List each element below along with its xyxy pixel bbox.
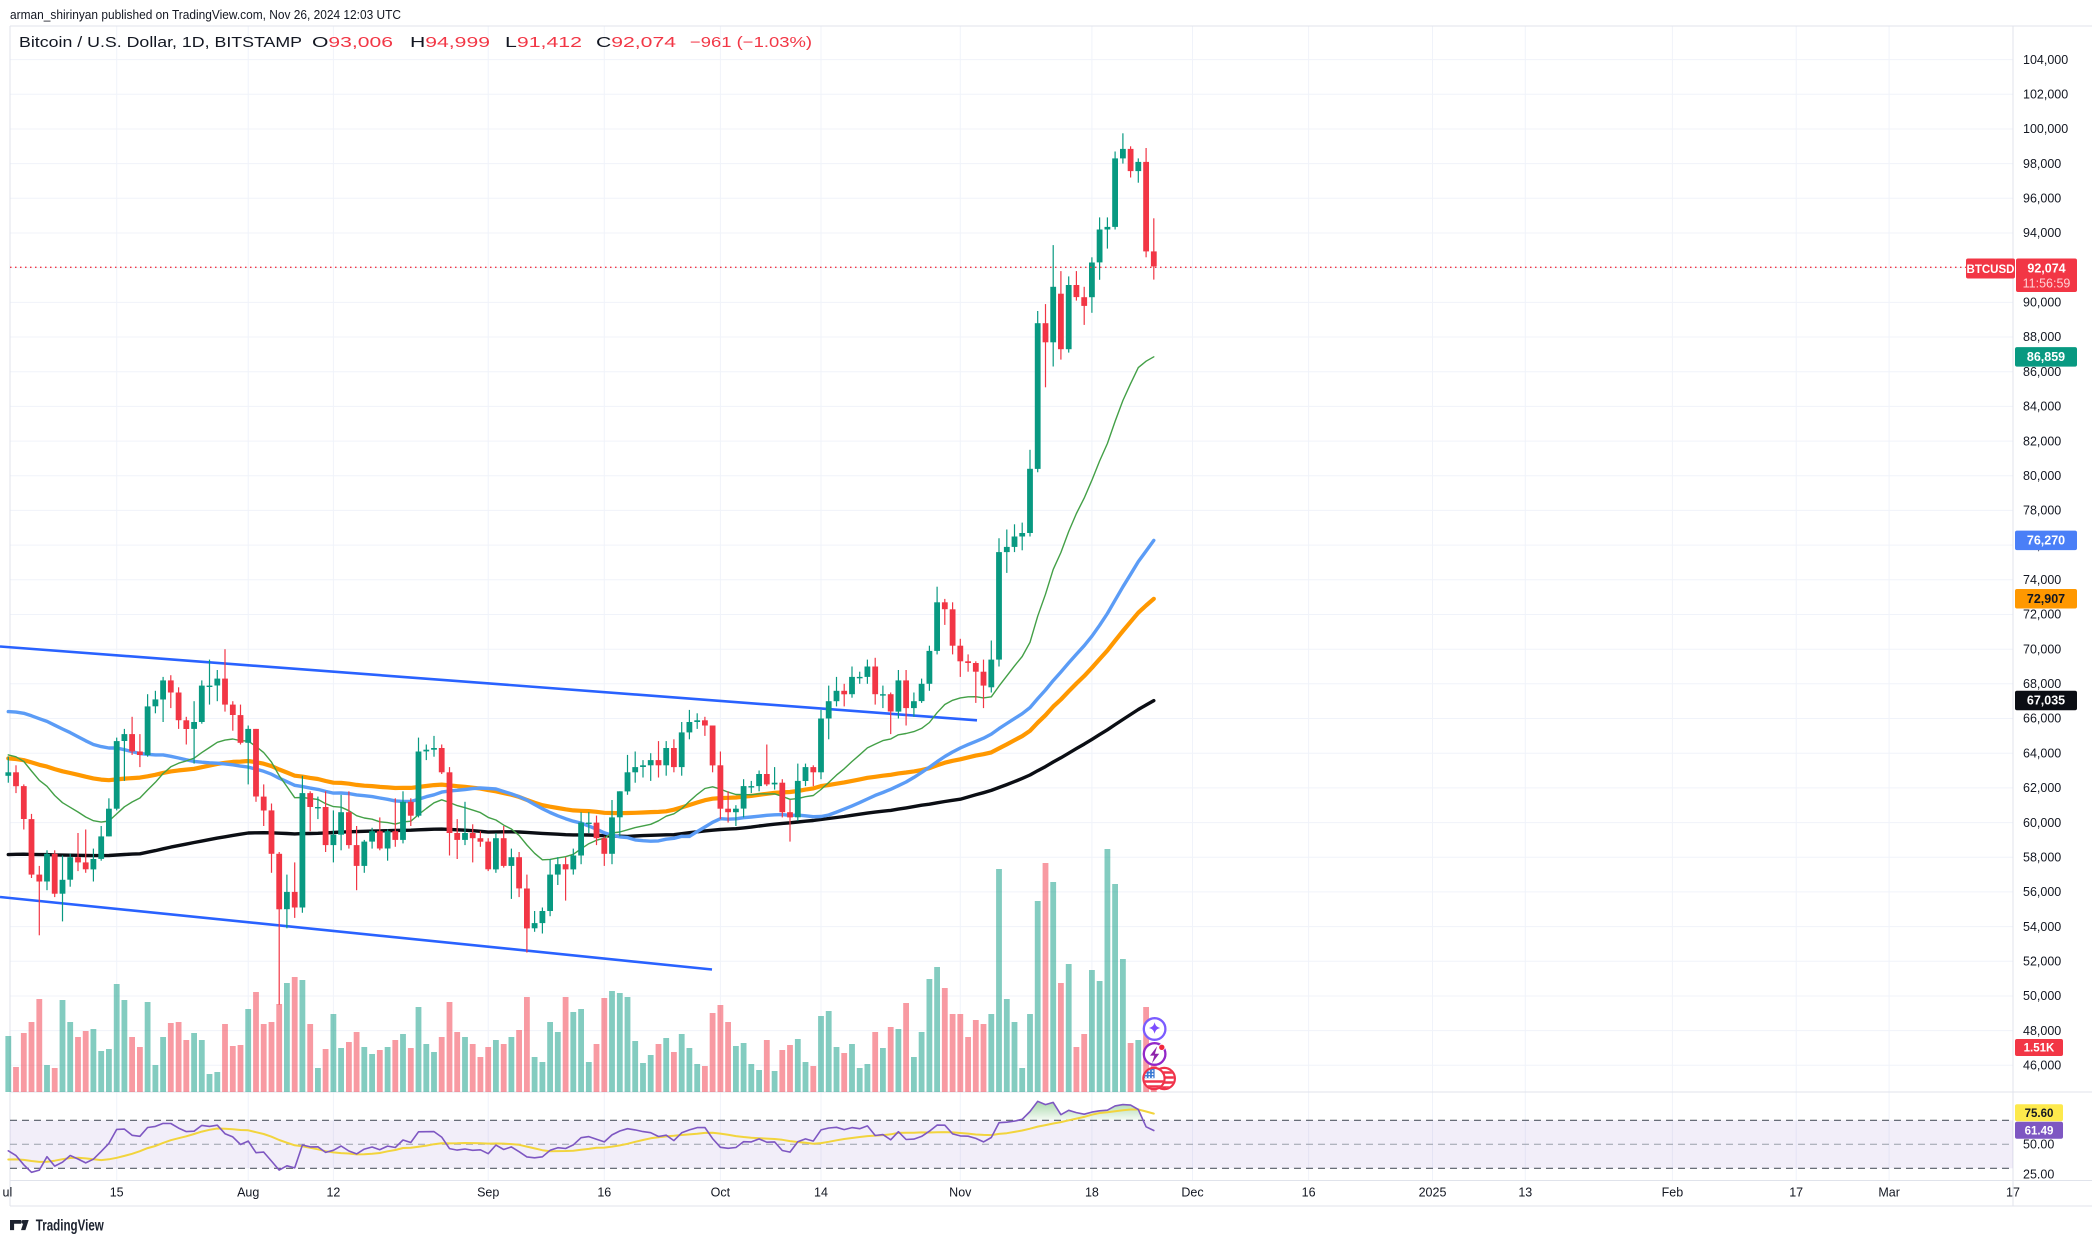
svg-text:100,000: 100,000 <box>2023 122 2068 136</box>
svg-text:2025: 2025 <box>1419 1186 1447 1200</box>
svg-text:1.51K: 1.51K <box>2024 1043 2055 1055</box>
svg-text:96,000: 96,000 <box>2023 192 2061 206</box>
svg-text:92,074: 92,074 <box>2027 262 2065 276</box>
svg-text:80,000: 80,000 <box>2023 469 2061 483</box>
svg-text:arman_shirinyan published on T: arman_shirinyan published on TradingView… <box>10 7 401 22</box>
svg-text:86,859: 86,859 <box>2027 350 2065 364</box>
svg-text:16: 16 <box>597 1186 611 1200</box>
svg-text:50,000: 50,000 <box>2023 989 2061 1003</box>
svg-text:88,000: 88,000 <box>2023 330 2061 344</box>
svg-text:Sep: Sep <box>477 1186 499 1200</box>
svg-text:17: 17 <box>2006 1186 2020 1200</box>
svg-text:Bitcoin / U.S. Dollar, 1D, BIT: Bitcoin / U.S. Dollar, 1D, BITSTAMP <box>19 35 302 51</box>
svg-text:TradingView: TradingView <box>36 1217 105 1234</box>
svg-text:14: 14 <box>814 1186 828 1200</box>
svg-text:L91,412: L 91,412 <box>505 35 582 51</box>
svg-text:Aug: Aug <box>237 1186 259 1200</box>
svg-text:104,000: 104,000 <box>2023 53 2068 67</box>
svg-text:25.00: 25.00 <box>2023 1168 2054 1182</box>
svg-text:75.60: 75.60 <box>2025 1108 2054 1120</box>
svg-text:18: 18 <box>1085 1186 1099 1200</box>
svg-text:Dec: Dec <box>1181 1186 1203 1200</box>
svg-text:46,000: 46,000 <box>2023 1059 2061 1073</box>
svg-text:64,000: 64,000 <box>2023 746 2061 760</box>
svg-text:66,000: 66,000 <box>2023 712 2061 726</box>
svg-text:78,000: 78,000 <box>2023 504 2061 518</box>
svg-text:C92,074: C 92,074 <box>596 35 676 51</box>
svg-text:15: 15 <box>110 1186 124 1200</box>
svg-text:O93,006: O 93,006 <box>312 35 393 51</box>
svg-text:94,000: 94,000 <box>2023 226 2061 240</box>
svg-text:56,000: 56,000 <box>2023 885 2061 899</box>
svg-text:82,000: 82,000 <box>2023 434 2061 448</box>
svg-text:ul: ul <box>3 1186 13 1200</box>
svg-text:90,000: 90,000 <box>2023 296 2061 310</box>
svg-text:17: 17 <box>1789 1186 1803 1200</box>
svg-text:86,000: 86,000 <box>2023 365 2061 379</box>
svg-text:61.49: 61.49 <box>2025 1125 2054 1137</box>
svg-text:Oct: Oct <box>711 1186 731 1200</box>
svg-text:60,000: 60,000 <box>2023 816 2061 830</box>
svg-text:76,270: 76,270 <box>2027 533 2065 547</box>
svg-text:50.00: 50.00 <box>2023 1138 2054 1152</box>
svg-text:84,000: 84,000 <box>2023 400 2061 414</box>
svg-text:13: 13 <box>1518 1186 1532 1200</box>
svg-text:72,907: 72,907 <box>2027 592 2065 606</box>
svg-text:72,000: 72,000 <box>2023 608 2061 622</box>
svg-text:102,000: 102,000 <box>2023 88 2068 102</box>
svg-text:Nov: Nov <box>949 1186 972 1200</box>
svg-text:67,035: 67,035 <box>2027 694 2065 708</box>
svg-text:BTCUSD: BTCUSD <box>1967 264 2015 276</box>
svg-text:Feb: Feb <box>1662 1186 1684 1200</box>
svg-text:Mar: Mar <box>1878 1186 1900 1200</box>
svg-text:−961 (−1.03%): −961 (−1.03%) <box>690 35 812 51</box>
svg-text:12: 12 <box>326 1186 340 1200</box>
svg-text:58,000: 58,000 <box>2023 850 2061 864</box>
svg-text:48,000: 48,000 <box>2023 1024 2061 1038</box>
svg-text:68,000: 68,000 <box>2023 677 2061 691</box>
svg-text:16: 16 <box>1302 1186 1316 1200</box>
svg-text:52,000: 52,000 <box>2023 955 2061 969</box>
svg-text:74,000: 74,000 <box>2023 573 2061 587</box>
svg-text:54,000: 54,000 <box>2023 920 2061 934</box>
svg-text:70,000: 70,000 <box>2023 642 2061 656</box>
svg-text:62,000: 62,000 <box>2023 781 2061 795</box>
svg-text:98,000: 98,000 <box>2023 157 2061 171</box>
svg-text:H94,999: H 94,999 <box>410 35 490 51</box>
svg-text:11:56:59: 11:56:59 <box>2023 277 2071 291</box>
